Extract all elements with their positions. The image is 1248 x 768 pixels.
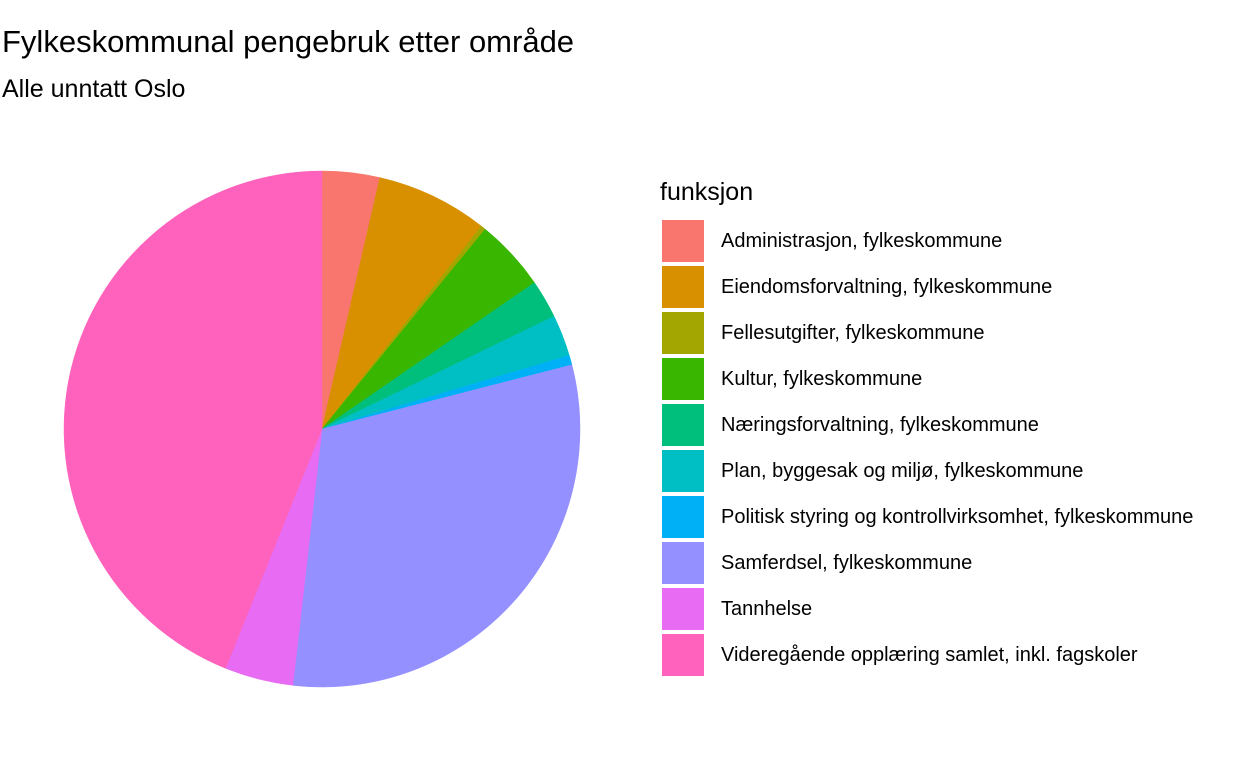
legend-label: Politisk styring og kontrollvirksomhet, … [721,506,1194,528]
legend-swatch [662,404,704,446]
legend-swatch [662,496,704,538]
legend-item: Kultur, fylkeskommune [660,357,1248,401]
legend-item: Fellesutgifter, fylkeskommune [660,311,1248,355]
legend: funksjon Administrasjon, fylkeskommune Ei… [660,178,1193,676]
legend-swatch [662,358,704,400]
legend-item: Eiendomsforvaltning, fylkeskommune [660,265,1248,309]
pie-chart [63,170,581,688]
pie-slice [292,364,581,688]
pie-slice [321,177,482,430]
legend-item: Samferdsel, fylkeskommune [660,541,1248,585]
legend-item: Videregående opplæring samlet, inkl. fag… [660,633,1248,677]
chart-title: Fylkeskommunal pengebruk etter område [2,24,575,59]
legend-label: Fellesutgifter, fylkeskommune [721,322,985,344]
legend-swatch [662,450,704,492]
legend-item: Næringsforvaltning, fylkeskommune [660,403,1248,447]
legend-label: Videregående opplæring samlet, inkl. fag… [721,644,1138,666]
legend-item: Plan, byggesak og miljø, fylkeskommune [660,449,1248,493]
legend-item: Administrasjon, fylkeskommune [660,219,1248,263]
legend-label: Kultur, fylkeskommune [721,368,923,390]
pie-slice [63,170,323,669]
legend-swatch [662,634,704,676]
legend-swatch [662,312,704,354]
legend-label: Samferdsel, fylkeskommune [721,552,973,574]
legend-swatch [662,220,704,262]
legend-label: Plan, byggesak og miljø, fylkeskommune [721,460,1084,482]
legend-label: Næringsforvaltning, fylkeskommune [721,414,1039,436]
legend-label: Administrasjon, fylkeskommune [721,230,1003,252]
legend-swatch [662,588,704,630]
legend-swatch [662,542,704,584]
chart-subtitle: Alle unntatt Oslo [2,75,186,103]
legend-item: Politisk styring og kontrollvirksomhet, … [660,495,1248,539]
legend-swatch [662,266,704,308]
legend-label: Tannhelse [721,598,813,620]
legend-label: Eiendomsforvaltning, fylkeskommune [721,276,1053,298]
legend-item: Tannhelse [660,587,1248,631]
legend-title: funksjon [660,178,754,206]
